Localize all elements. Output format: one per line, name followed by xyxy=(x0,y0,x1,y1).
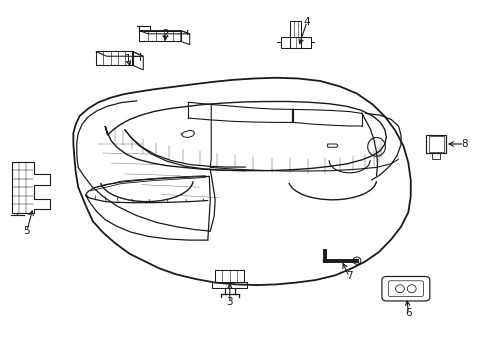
Text: 6: 6 xyxy=(404,308,411,318)
Text: 1: 1 xyxy=(124,54,131,64)
Text: 7: 7 xyxy=(345,271,352,282)
Text: 2: 2 xyxy=(162,29,168,39)
Text: 4: 4 xyxy=(303,17,310,27)
Text: 8: 8 xyxy=(460,139,467,149)
Text: 3: 3 xyxy=(226,297,233,307)
Text: 5: 5 xyxy=(23,226,30,236)
